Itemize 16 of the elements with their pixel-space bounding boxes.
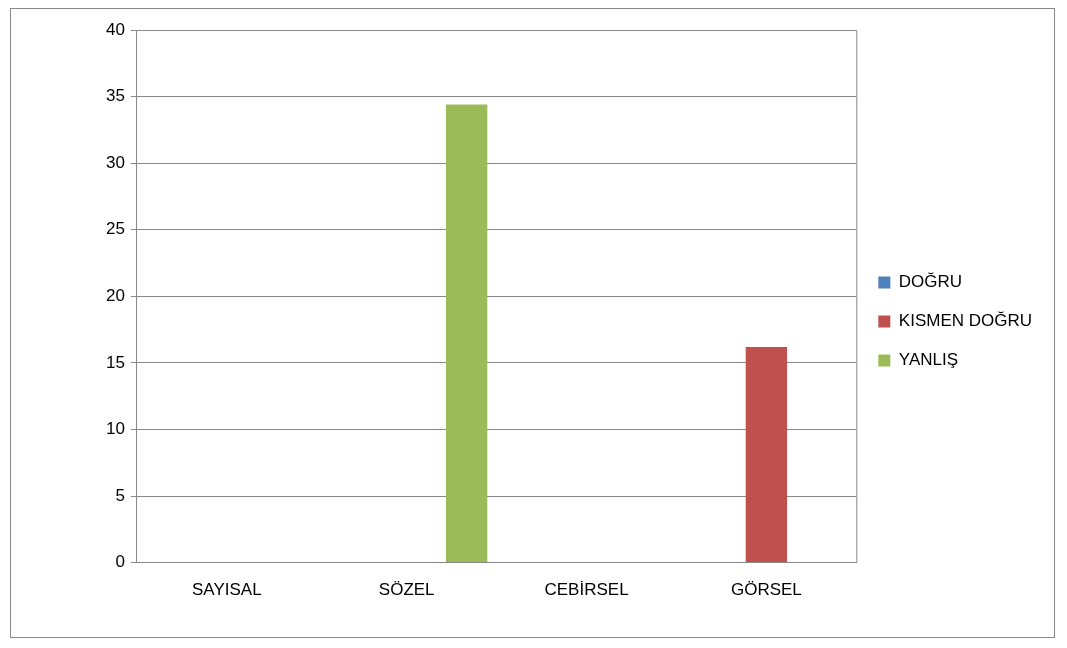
x-tick-label: GÖRSEL <box>730 580 802 600</box>
y-tick-label: 5 <box>115 485 125 505</box>
x-tick-label: SÖZEL <box>378 580 435 600</box>
y-tick-label: 40 <box>105 19 125 39</box>
legend-label: DOĞRU <box>898 272 963 292</box>
y-tick-label: 30 <box>105 152 125 172</box>
y-tick-label: 20 <box>105 285 125 305</box>
legend-label: YANLIŞ <box>898 350 959 370</box>
y-tick-label: 35 <box>105 86 125 106</box>
x-tick-label: SAYISAL <box>192 580 262 600</box>
y-tick-label: 10 <box>105 419 125 439</box>
legend-label: KISMEN DOĞRU <box>898 311 1033 331</box>
y-tick-label: 15 <box>105 352 125 372</box>
x-tick-label: CEBİRSEL <box>544 580 629 600</box>
y-tick-label: 25 <box>105 219 125 239</box>
y-tick-label: 0 <box>115 552 125 572</box>
